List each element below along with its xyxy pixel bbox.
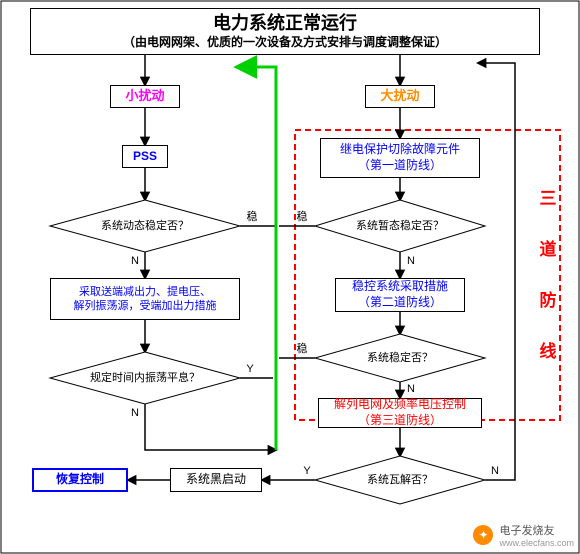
right-decision3-label: 系统瓦解否？ — [340, 470, 460, 490]
right-decision2-label: 系统稳定否？ — [340, 348, 460, 368]
right-decision1-label: 系统暂态稳定否？ — [325, 216, 475, 236]
big-disturbance-box: 大扰动 — [365, 85, 435, 108]
title-line2: （由电网网架、优质的一次设备及方式安排与调度调整保证） — [123, 35, 447, 51]
flowchart-canvas: 电力系统正常运行 （由电网网架、优质的一次设备及方式安排与调度调整保证） 小扰动… — [0, 0, 580, 554]
l2-n: N — [128, 406, 142, 420]
defense-line2-box: 稳控系统采取措施 （第二道防线） — [335, 278, 465, 312]
r1-y: 稳 — [292, 210, 312, 224]
left-decision1-label: 系统动态稳定否？ — [70, 216, 220, 236]
left-decision2-label: 规定时间内振荡平息？ — [55, 368, 235, 388]
left-measure-box: 采取送端减出力、提电压、 解列振荡源，受端加出力措施 — [50, 278, 240, 320]
defense-line1-box: 继电保护切除故障元件 （第一道防线） — [320, 138, 480, 178]
l1-y: 稳 — [242, 210, 262, 224]
r2-y: 稳 — [292, 342, 312, 356]
pss-box: PSS — [122, 145, 168, 168]
r2-n: N — [404, 382, 418, 396]
l1-n: N — [128, 254, 142, 268]
r1-n: N — [404, 254, 418, 268]
logo-brand: 电子发烧友 — [499, 522, 554, 538]
title-box: 电力系统正常运行 （由电网网架、优质的一次设备及方式安排与调度调整保证） — [30, 8, 540, 55]
small-disturbance-box: 小扰动 — [110, 85, 180, 108]
blackstart-box: 系统黑启动 — [170, 468, 262, 492]
l2-y: Y — [243, 362, 257, 376]
restore-box: 恢复控制 — [32, 468, 128, 492]
logo-icon: ✦ — [473, 525, 493, 545]
r3-n: N — [488, 464, 502, 478]
title-line1: 电力系统正常运行 — [213, 12, 357, 35]
site-logo: ✦ 电子发烧友 www.elecfans.com — [473, 522, 574, 548]
r3-y: Y — [300, 464, 314, 478]
logo-site: www.elecfans.com — [499, 538, 574, 548]
defense-line3-box: 解列电网及频率电压控制 （第三道防线） — [318, 398, 482, 428]
defense-vertical-label: 三 道 防 线 — [537, 170, 559, 380]
